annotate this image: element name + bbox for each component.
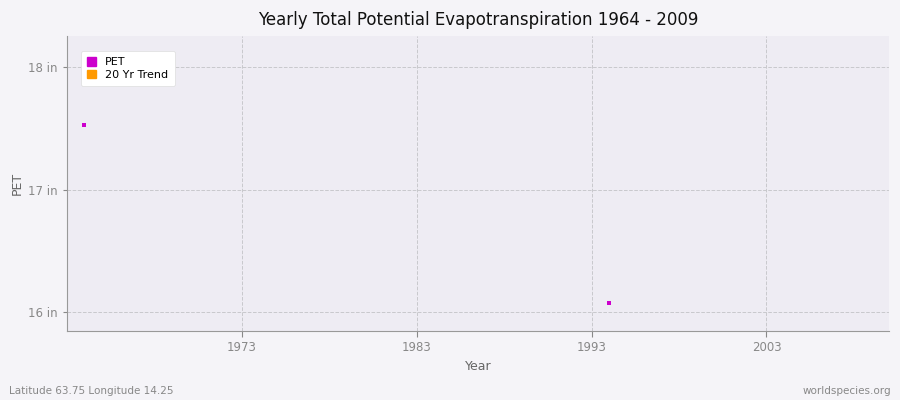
X-axis label: Year: Year [464,360,491,373]
Y-axis label: PET: PET [11,172,24,195]
Point [77,122,92,128]
Point [602,300,616,306]
Title: Yearly Total Potential Evapotranspiration 1964 - 2009: Yearly Total Potential Evapotranspiratio… [257,11,698,29]
Legend: PET, 20 Yr Trend: PET, 20 Yr Trend [81,51,175,86]
Text: Latitude 63.75 Longitude 14.25: Latitude 63.75 Longitude 14.25 [9,386,174,396]
Text: worldspecies.org: worldspecies.org [803,386,891,396]
